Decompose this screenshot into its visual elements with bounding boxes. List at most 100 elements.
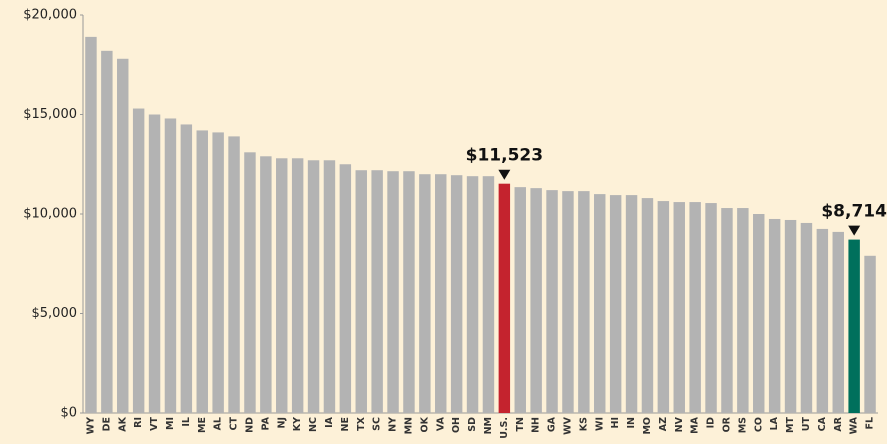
value-label: $8,714 (821, 202, 887, 222)
bar (244, 152, 256, 413)
x-tick-label: MO (642, 417, 653, 435)
bar (212, 132, 224, 413)
bar (609, 195, 622, 413)
bar (371, 170, 383, 413)
x-tick-label: HI (610, 417, 621, 429)
x-tick-label: VA (435, 416, 446, 431)
x-tick-label: IN (626, 417, 637, 429)
x-tick-label: DE (101, 417, 112, 431)
bar (435, 174, 447, 413)
bar (403, 171, 415, 413)
bar (419, 174, 431, 413)
bar (689, 202, 701, 413)
x-tick-label: WI (594, 417, 605, 431)
x-tick-label: AZ (658, 417, 669, 431)
bar (641, 198, 654, 413)
x-tick-label: GA (547, 416, 558, 432)
bar (276, 158, 288, 413)
x-tick-label: MA (690, 416, 701, 433)
x-tick-label: FL (865, 417, 876, 430)
x-tick-label: NH (531, 417, 542, 433)
x-tick-label: OR (721, 416, 732, 432)
bar (673, 202, 685, 413)
x-tick-label: WA (849, 416, 860, 434)
x-tick-label: NV (674, 416, 685, 432)
x-tick-label: RI (133, 417, 144, 428)
bar (530, 188, 542, 413)
bar (323, 160, 336, 413)
x-tick-label: SD (467, 417, 478, 432)
bar (737, 208, 749, 413)
bar (339, 164, 352, 413)
bar (148, 114, 161, 413)
bar (768, 218, 781, 413)
x-tick-label: OK (419, 416, 430, 432)
x-tick-label: NC (308, 417, 319, 432)
x-tick-label: MS (737, 417, 748, 433)
bar (800, 222, 813, 413)
x-tick-label: PA (260, 416, 271, 430)
x-tick-label: AR (833, 416, 844, 431)
bar (466, 176, 479, 413)
y-tick-label: $15,000 (23, 107, 77, 122)
bar (132, 108, 145, 413)
x-tick-label: SC (372, 417, 383, 431)
bar (180, 124, 193, 413)
x-tick-label: KS (578, 417, 589, 431)
bar (514, 187, 526, 413)
y-tick-label: $5,000 (32, 306, 78, 321)
bar (101, 50, 113, 413)
bar (498, 183, 511, 413)
bar (85, 36, 97, 413)
x-tick-label: ND (244, 417, 255, 433)
pointer (848, 225, 861, 236)
x-tick-label: ID (706, 417, 717, 429)
bar (450, 175, 463, 413)
x-tick-label: AK (117, 416, 128, 431)
x-tick-label: KY (292, 417, 303, 431)
bar (625, 195, 638, 413)
bar (387, 171, 399, 413)
x-tick-label: VT (149, 416, 160, 430)
x-tick-label: WV (562, 416, 573, 434)
bar (228, 136, 240, 413)
bar (482, 176, 495, 413)
bar (307, 160, 320, 413)
bar (832, 231, 844, 413)
bar (355, 170, 367, 413)
bar (864, 255, 876, 413)
bar (578, 191, 590, 413)
bar (721, 208, 733, 413)
x-tick-label: WY (85, 417, 96, 434)
x-tick-label: IL (181, 417, 192, 427)
value-label: $11,523 (466, 146, 543, 166)
pointer (498, 169, 511, 180)
bar (816, 228, 829, 413)
x-tick-label: MI (165, 417, 176, 430)
bar (562, 191, 574, 413)
x-tick-label: CO (753, 417, 764, 432)
x-tick-label: LA (769, 416, 780, 430)
bar (196, 130, 208, 414)
bar (848, 239, 860, 413)
y-tick-label: $20,000 (23, 8, 77, 23)
bar (753, 214, 765, 413)
x-tick-label: TN (515, 417, 526, 431)
x-tick-label: CA (817, 416, 828, 431)
bar (705, 203, 717, 413)
x-tick-label: OH (451, 417, 462, 433)
bar (657, 201, 670, 413)
x-tick-label: AL (213, 417, 224, 430)
x-tick-label: NM (483, 417, 494, 434)
x-tick-label: NY (388, 417, 399, 432)
bar (260, 156, 272, 414)
bar (546, 190, 558, 413)
x-tick-label: NJ (276, 417, 287, 429)
x-tick-label: IA (324, 416, 335, 428)
bar (117, 58, 129, 413)
bar (784, 219, 797, 413)
bar (594, 194, 606, 413)
bar (164, 118, 177, 413)
x-tick-label: MT (785, 416, 796, 432)
